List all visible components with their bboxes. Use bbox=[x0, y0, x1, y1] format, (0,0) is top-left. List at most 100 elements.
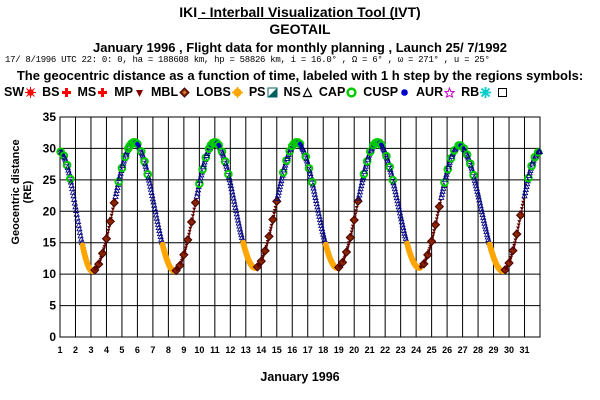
mbl-marker bbox=[94, 259, 104, 269]
ns-marker bbox=[357, 185, 364, 192]
mp-marker bbox=[265, 242, 270, 246]
ns-marker bbox=[198, 171, 205, 178]
mp-marker bbox=[105, 234, 110, 239]
y-tick-label: 15 bbox=[43, 236, 57, 250]
ns-marker bbox=[116, 175, 123, 182]
cap-marker bbox=[469, 170, 478, 180]
x-tick-label: 26 bbox=[442, 345, 452, 355]
mp-marker bbox=[187, 229, 192, 234]
mbl-marker bbox=[423, 250, 433, 260]
mp-marker bbox=[438, 201, 442, 206]
mbl-marker bbox=[179, 250, 189, 260]
square-icon bbox=[498, 87, 508, 97]
cap-marker bbox=[224, 169, 233, 179]
ns-marker bbox=[439, 187, 446, 194]
x-tick-label: 5 bbox=[119, 345, 124, 355]
mp-marker bbox=[102, 245, 107, 249]
mp-marker bbox=[434, 217, 439, 221]
x-tick-label: 11 bbox=[210, 345, 220, 355]
legend-item-lobs: LOBS bbox=[196, 85, 243, 99]
mp-marker bbox=[519, 210, 524, 214]
mp-marker bbox=[515, 229, 520, 234]
mbl-marker bbox=[109, 198, 119, 208]
mp-marker bbox=[427, 247, 432, 251]
mp-marker bbox=[184, 243, 189, 248]
ns-marker bbox=[197, 174, 204, 181]
half-square-icon bbox=[267, 87, 278, 97]
mp-marker bbox=[273, 205, 278, 210]
x-axis-title: January 1996 bbox=[260, 370, 340, 384]
mp-marker bbox=[105, 231, 110, 236]
mp-marker bbox=[190, 214, 195, 218]
legend-label: MBL bbox=[151, 85, 179, 99]
ns-marker bbox=[141, 160, 149, 167]
ns-marker bbox=[536, 148, 544, 154]
mp-marker bbox=[345, 246, 350, 250]
mp-marker bbox=[271, 215, 276, 219]
cap-marker bbox=[375, 138, 384, 148]
mp-marker bbox=[347, 241, 352, 245]
ns-marker bbox=[521, 192, 528, 199]
ns-marker bbox=[276, 185, 283, 192]
x-tick-label: 31 bbox=[520, 345, 530, 355]
ns-marker bbox=[278, 177, 285, 184]
mbl-marker bbox=[260, 246, 270, 256]
triangle-up-icon bbox=[302, 86, 313, 97]
legend-item-ns: NS bbox=[284, 85, 313, 99]
mbl-marker bbox=[190, 197, 201, 208]
triangle-down-icon bbox=[136, 89, 144, 97]
x-tick-label: 8 bbox=[166, 345, 171, 355]
mp-marker bbox=[264, 244, 269, 249]
ns-marker bbox=[113, 187, 120, 193]
cap-marker bbox=[388, 175, 398, 185]
mp-marker bbox=[516, 226, 521, 230]
mp-marker bbox=[188, 226, 193, 231]
y-axis-title: Geocentric distance (RE) bbox=[10, 139, 34, 245]
y-tick-label: 30 bbox=[43, 141, 57, 155]
legend-label: NS bbox=[283, 85, 301, 99]
mbl-marker bbox=[105, 216, 116, 227]
mp-marker bbox=[354, 209, 359, 213]
mbl-marker bbox=[97, 248, 108, 259]
ns-marker bbox=[355, 194, 362, 201]
mp-marker bbox=[183, 246, 188, 250]
cap-marker bbox=[307, 177, 317, 187]
x-tick-label: 30 bbox=[504, 345, 514, 355]
cap-marker bbox=[66, 174, 75, 184]
mp-marker bbox=[434, 220, 439, 224]
cap-marker bbox=[466, 159, 475, 168]
mp-marker bbox=[426, 251, 431, 255]
cap-marker bbox=[140, 157, 149, 166]
legend-label: RB bbox=[461, 85, 480, 99]
ns-marker bbox=[274, 191, 282, 198]
y-tick-label: 25 bbox=[43, 173, 57, 187]
legend-label: MP bbox=[114, 85, 134, 99]
x-tick-label: 21 bbox=[365, 345, 375, 355]
ns-marker bbox=[275, 188, 282, 195]
ring-icon bbox=[346, 86, 357, 98]
mp-marker bbox=[190, 217, 195, 221]
legend-label: LOBS bbox=[196, 85, 231, 99]
mp-marker bbox=[269, 223, 274, 228]
legend-item-cap: CAP bbox=[319, 85, 357, 99]
mbl-marker bbox=[186, 217, 197, 227]
y-tick-label: 5 bbox=[49, 299, 56, 313]
ns-marker bbox=[356, 188, 364, 195]
legend-item-sw: SW bbox=[4, 85, 37, 99]
y-tick-label: 10 bbox=[43, 267, 57, 281]
mp-marker bbox=[517, 220, 522, 224]
mp-marker bbox=[182, 251, 187, 255]
legend-label: SW bbox=[4, 85, 25, 99]
ns-marker bbox=[485, 236, 492, 242]
ns-marker bbox=[276, 183, 284, 189]
mbl-marker bbox=[101, 234, 112, 244]
mp-marker bbox=[513, 238, 518, 243]
legend-item-ms: MS bbox=[78, 85, 109, 99]
x-tick-label: 28 bbox=[473, 345, 483, 355]
mp-marker bbox=[436, 211, 441, 215]
ns-marker bbox=[278, 174, 286, 181]
x-tick-label: 15 bbox=[272, 345, 282, 355]
ns-marker bbox=[116, 172, 124, 179]
ns-marker bbox=[442, 173, 449, 180]
